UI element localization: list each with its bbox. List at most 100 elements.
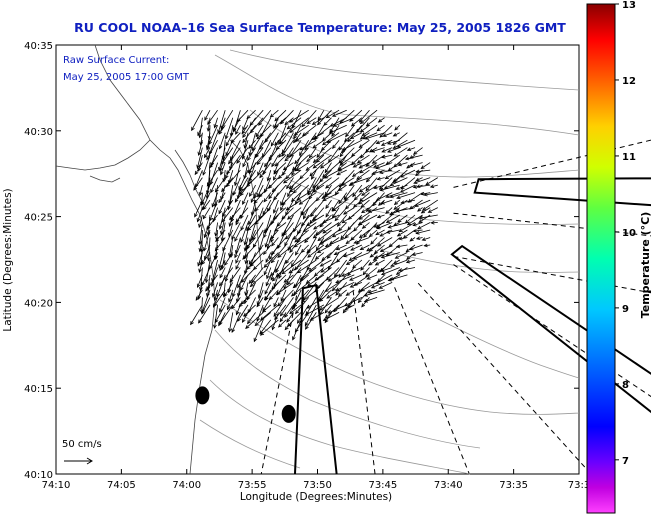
current-vector xyxy=(328,304,347,314)
current-vector xyxy=(231,222,241,240)
current-vector xyxy=(285,252,294,264)
current-vector xyxy=(293,184,302,194)
current-vector xyxy=(242,154,249,167)
current-vector xyxy=(383,132,393,137)
current-vector xyxy=(421,192,431,195)
current-vector xyxy=(291,282,309,297)
current-vector xyxy=(382,154,393,158)
current-vector-head xyxy=(296,269,302,274)
current-vector xyxy=(246,109,256,119)
current-vector xyxy=(413,147,423,155)
current-vector-head xyxy=(351,152,356,157)
current-vector xyxy=(240,214,249,231)
current-vector xyxy=(309,147,317,158)
current-vector xyxy=(409,237,416,242)
current-vector xyxy=(246,169,264,187)
x-axis-label: Longitude (Degrees:Minutes) xyxy=(240,491,392,503)
current-vector xyxy=(256,124,272,140)
current-vector-head xyxy=(263,250,267,256)
y-tick-label: 40:10 xyxy=(24,470,53,481)
current-vector-head xyxy=(338,273,343,278)
current-vector-head xyxy=(291,166,297,171)
current-vector xyxy=(334,244,355,255)
current-vector xyxy=(272,312,279,330)
current-vector xyxy=(333,297,347,312)
current-vector-head xyxy=(298,200,303,205)
current-vector-head xyxy=(349,284,354,288)
current-vector-head xyxy=(339,152,344,158)
coastline-segment xyxy=(55,139,151,171)
current-vector xyxy=(418,214,431,223)
current-vector-head xyxy=(243,144,248,149)
current-vector-head xyxy=(248,279,253,285)
current-vector xyxy=(230,199,241,222)
current-vector xyxy=(241,124,249,134)
colorbar-tick-label: 8 xyxy=(622,380,629,391)
current-vector xyxy=(415,177,423,182)
current-vector-head xyxy=(408,163,414,168)
current-vector-head xyxy=(361,192,366,196)
current-vector xyxy=(260,117,272,137)
current-vector-head xyxy=(224,277,229,283)
current-vector xyxy=(361,282,378,292)
current-vector-head xyxy=(281,270,286,275)
current-vector xyxy=(316,177,332,189)
current-vector-head xyxy=(365,122,371,127)
current-vector-head xyxy=(322,137,327,142)
current-vector xyxy=(282,132,294,154)
current-vector xyxy=(312,169,325,189)
current-vector-head xyxy=(264,290,269,295)
current-vector xyxy=(195,169,203,188)
current-vector xyxy=(306,117,317,124)
current-vector xyxy=(190,304,203,325)
current-vector xyxy=(221,147,234,165)
current-vector-head xyxy=(394,126,399,131)
current-vector-head xyxy=(366,247,371,252)
current-vector-head xyxy=(245,325,250,330)
current-vector-head xyxy=(335,291,340,296)
current-vector xyxy=(269,244,279,260)
current-vector xyxy=(363,222,378,238)
current-vector xyxy=(234,162,241,186)
current-vector xyxy=(227,297,234,310)
current-vector-head xyxy=(243,312,248,317)
current-vector xyxy=(214,117,218,128)
current-vector-head xyxy=(400,174,405,178)
current-vector xyxy=(245,312,264,329)
current-vector xyxy=(362,124,378,136)
current-vector-head xyxy=(326,254,331,260)
current-vector-head xyxy=(373,164,378,168)
current-vector xyxy=(361,207,370,213)
current-vector xyxy=(325,177,340,189)
current-vector-head xyxy=(316,121,322,126)
current-vector-head xyxy=(375,224,381,229)
current-vector-head xyxy=(226,305,231,311)
current-vector-head xyxy=(221,156,226,161)
current-vector xyxy=(246,229,256,249)
current-vector xyxy=(293,229,302,240)
current-vector-head xyxy=(365,178,370,183)
current-vector xyxy=(324,169,340,179)
current-vector-head xyxy=(294,238,299,243)
current-vector-head xyxy=(276,222,281,227)
current-vector xyxy=(204,110,211,121)
current-vector-head xyxy=(333,251,338,256)
current-vector xyxy=(209,125,211,140)
current-vector xyxy=(369,237,385,252)
current-vector-head xyxy=(284,157,289,162)
current-vector-head xyxy=(194,183,199,188)
current-vector xyxy=(322,132,332,141)
current-vector xyxy=(202,207,211,219)
current-vector xyxy=(231,312,241,333)
current-vector xyxy=(335,274,355,283)
current-vector xyxy=(312,207,325,221)
current-vector xyxy=(380,259,393,272)
y-axis-label: Latitude (Degrees:Minutes) xyxy=(2,188,14,331)
current-vector xyxy=(218,304,234,325)
current-vector xyxy=(375,274,393,284)
current-vector-head xyxy=(284,121,289,126)
current-vector xyxy=(335,282,348,296)
current-vector-head xyxy=(202,171,206,176)
current-vector-head xyxy=(237,317,241,322)
